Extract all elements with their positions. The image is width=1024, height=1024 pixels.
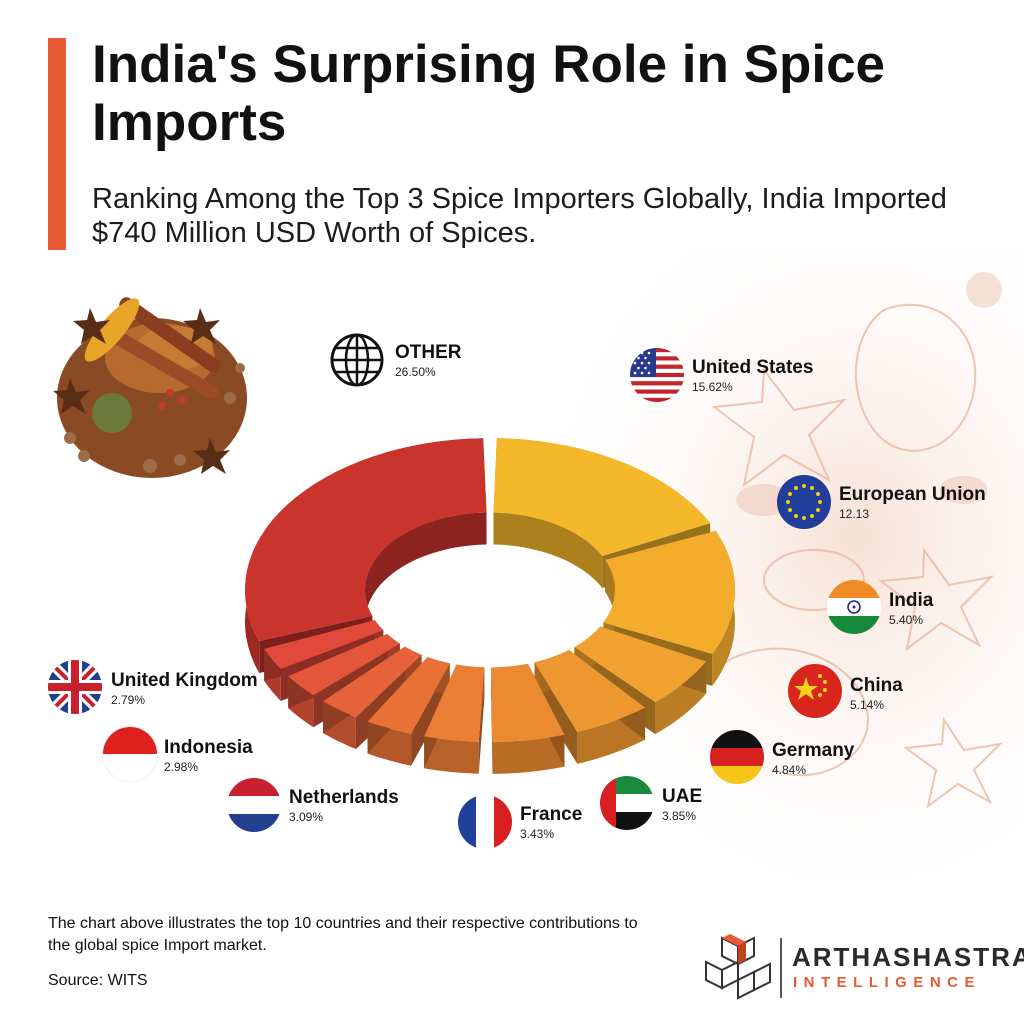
label-united-kingdom-name: United Kingdom [111,670,258,691]
label-united-kingdom-value: 2.79% [111,693,146,707]
label-india: India 5.40% [889,590,933,628]
label-france: France 3.43% [520,804,582,842]
label-netherlands-name: Netherlands [289,787,399,808]
logo-wordmark: ARTHASHASTRA [792,942,1024,972]
slice-outer-wall [492,734,565,774]
label-netherlands-value: 3.09% [289,810,324,824]
united-kingdom-flag [48,660,102,714]
netherlands-flag [227,778,281,832]
france-flag [458,795,512,849]
label-germany-value: 4.84% [772,763,807,777]
label-united-states: United States 15.62% [692,357,813,395]
label-france-name: France [520,804,583,825]
logo-subtitle: INTELLIGENCE [793,974,982,991]
label-united-kingdom: United Kingdom 2.79% [111,670,258,708]
label-uae-value: 3.85% [662,809,697,823]
label-united-states-value: 15.62% [692,380,733,394]
label-india-value: 5.40% [889,613,924,627]
label-other: OTHER 26.50% [395,342,462,380]
indonesia-flag [102,726,158,782]
slice-top-face [288,633,400,696]
label-china: China 5.14% [850,675,903,713]
slice-top-face [493,438,711,556]
label-china-value: 5.14% [850,698,885,712]
label-european-union-name: European Union [839,484,986,505]
label-united-states-name: United States [692,357,814,378]
page-title: India's Surprising Role in Spice Imports [92,35,886,152]
label-european-union-value: 12.13 [839,507,870,521]
slice-top-face [424,664,485,742]
donut-slice-france [367,657,450,766]
slice-inner-wall [493,512,603,588]
label-other-name: OTHER [395,342,462,363]
label-germany-name: Germany [772,740,855,761]
title-accent-bar [48,38,66,250]
logo-divider [780,938,782,998]
label-uae: UAE 3.85% [662,786,702,824]
cube-logo-icon [705,934,771,1000]
spice-pile-illustration [53,297,247,478]
donut-slice-uae [424,664,485,774]
slice-top-face [491,663,565,742]
globe-icon [330,333,384,387]
slice-inner-wall [364,512,487,648]
arthashastra-logo: ARTHASHASTRA INTELLIGENCE [700,932,1024,1012]
source-text: Source: WITS [48,972,148,989]
label-india-name: India [889,590,934,611]
label-indonesia-name: Indonesia [164,737,253,758]
slice-top-face [603,531,736,654]
slice-top-face [245,438,487,642]
donut-slice-china [534,650,646,764]
germany-flag [710,730,764,784]
slice-top-face [574,626,707,703]
india-flag [827,580,881,634]
china-flag [788,664,842,718]
label-indonesia-value: 2.98% [164,760,199,774]
slice-top-face [534,650,646,732]
uae-flag [600,776,654,830]
label-other-value: 26.50% [395,365,436,379]
slice-top-face [264,620,384,670]
label-indonesia: Indonesia 2.98% [164,737,253,775]
label-china-name: China [850,675,903,696]
page-subtitle: Ranking Among the Top 3 Spice Importers … [92,183,947,249]
footnote-text: The chart above illustrates the top 10 c… [48,915,638,954]
label-france-value: 3.43% [520,827,555,841]
label-netherlands: Netherlands 3.09% [289,787,399,825]
slice-outer-wall [424,736,479,774]
slice-top-face [367,657,450,734]
united-states-flag [630,348,684,402]
label-european-union: European Union 12.13 [839,484,986,522]
label-germany: Germany 4.84% [772,740,854,778]
donut-slice-germany [491,663,565,774]
european-union-flag [777,475,831,529]
slice-top-face [323,646,422,718]
label-uae-name: UAE [662,786,703,807]
